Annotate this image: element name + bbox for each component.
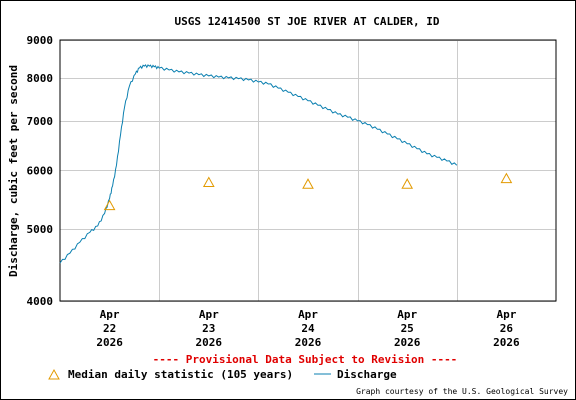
discharge-series-line: [59, 64, 458, 264]
median-series-markers: [103, 172, 513, 211]
y-tick-label: 8000: [27, 72, 54, 85]
x-tick-label: 25: [401, 322, 414, 335]
chart-title: USGS 12414500 ST JOE RIVER AT CALDER, ID: [175, 15, 440, 28]
plot-grid: [60, 40, 556, 302]
x-tick-label: Apr: [298, 308, 318, 321]
median-point: [103, 199, 116, 211]
x-tick-label: 2026: [394, 336, 421, 349]
x-tick-label: 23: [202, 322, 215, 335]
y-tick-label: 5000: [27, 223, 54, 236]
x-tick-label: 24: [301, 322, 315, 335]
x-axis-ticks: Apr222026Apr232026Apr242026Apr252026Apr2…: [96, 308, 520, 349]
y-axis-ticks: 4000 5000 6000 7000 8000 9000: [27, 34, 54, 308]
legend-median-symbol: [48, 368, 60, 380]
x-tick-label: Apr: [199, 308, 219, 321]
x-tick-label: 2026: [493, 336, 520, 349]
median-point: [500, 172, 513, 184]
plot-border: [59, 39, 557, 302]
x-tick-label: 22: [103, 322, 116, 335]
x-tick-label: Apr: [100, 308, 120, 321]
legend-median-label: Median daily statistic (105 years): [68, 368, 293, 381]
y-axis-label: Discharge, cubic feet per second: [7, 65, 20, 277]
x-tick-label: 2026: [96, 336, 123, 349]
y-tick-label: 4000: [27, 295, 54, 308]
median-point: [401, 178, 414, 189]
legend: Median daily statistic (105 years) Disch…: [48, 368, 397, 381]
median-point: [202, 176, 215, 188]
x-tick-label: 26: [500, 322, 514, 335]
median-point: [302, 178, 314, 189]
x-tick-label: Apr: [397, 308, 417, 321]
x-tick-label: 2026: [196, 336, 223, 349]
legend-discharge-label: Discharge: [337, 368, 397, 381]
y-tick-label: 9000: [27, 34, 54, 47]
y-tick-label: 6000: [27, 165, 54, 178]
y-tick-label: 7000: [27, 115, 54, 128]
provisional-note: ---- Provisional Data Subject to Revisio…: [153, 353, 458, 366]
x-tick-label: 2026: [295, 336, 322, 349]
credit-text: Graph courtesy of the U.S. Geological Su…: [356, 387, 568, 396]
x-tick-label: Apr: [496, 308, 516, 321]
